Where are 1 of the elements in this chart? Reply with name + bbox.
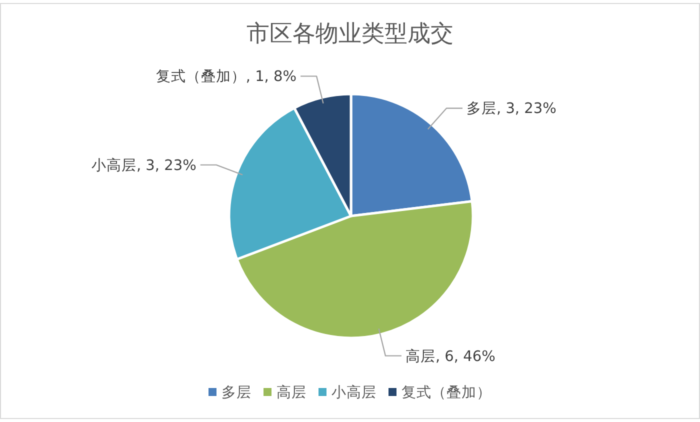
title: 市区各物业类型成交 bbox=[246, 21, 454, 47]
